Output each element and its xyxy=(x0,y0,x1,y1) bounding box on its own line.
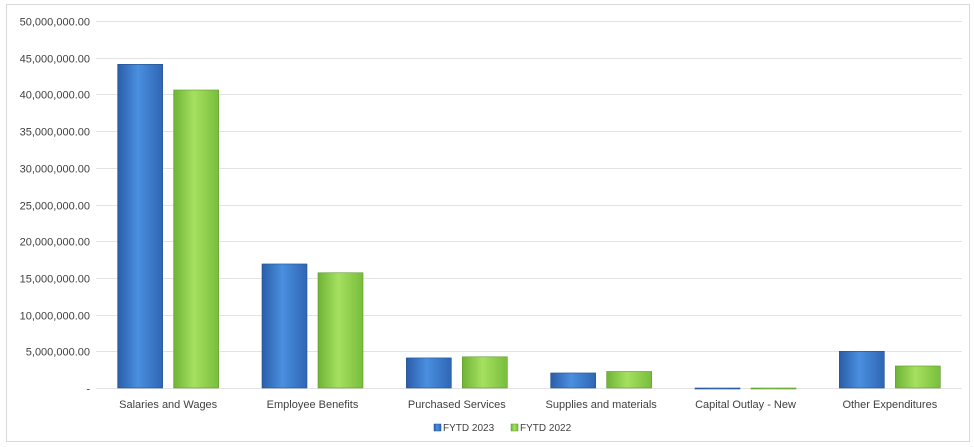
bar-fytd-2022 xyxy=(317,272,364,389)
x-category-label: Other Expenditures xyxy=(842,399,937,411)
y-tick-label: 35,000,000.00 xyxy=(20,127,90,139)
y-tick-label: 20,000,000.00 xyxy=(20,237,90,249)
legend: FYTD 2023 FYTD 2022 xyxy=(433,423,572,434)
bar-fytd-2023 xyxy=(694,387,741,390)
bar-fytd-2022 xyxy=(606,371,652,389)
y-tick-label: 40,000,000.00 xyxy=(20,90,90,102)
y-tick-label: 10,000,000.00 xyxy=(20,311,90,323)
bar-fytd-2023 xyxy=(406,357,452,389)
bar-fytd-2022 xyxy=(173,89,219,389)
x-category-label: Salaries and Wages xyxy=(119,399,218,411)
bar-fytd-2022 xyxy=(462,356,508,389)
gridlines xyxy=(96,21,962,389)
y-tick-label: 5,000,000.00 xyxy=(26,347,90,359)
x-category-label: Purchased Services xyxy=(408,399,506,411)
y-tick-label: 50,000,000.00 xyxy=(20,17,90,29)
legend-swatch xyxy=(510,423,519,432)
x-category-label: Supplies and materials xyxy=(546,399,658,411)
legend-label: FYTD 2023 xyxy=(443,423,495,434)
x-category-label: Capital Outlay - New xyxy=(695,399,796,411)
bar-fytd-2023 xyxy=(550,372,596,389)
bar-fytd-2022 xyxy=(750,387,797,390)
bar-fytd-2023 xyxy=(839,350,885,389)
x-category-label: Employee Benefits xyxy=(267,399,359,411)
y-tick-label: 15,000,000.00 xyxy=(20,274,90,286)
bar-fytd-2023 xyxy=(261,263,308,389)
legend-swatch xyxy=(433,423,442,432)
bars xyxy=(117,64,941,390)
y-tick-label: - xyxy=(86,384,90,396)
legend-label: FYTD 2022 xyxy=(520,423,572,434)
y-tick-label: 45,000,000.00 xyxy=(20,54,90,66)
bar-fytd-2023 xyxy=(117,64,163,389)
x-axis-category-labels: Salaries and Wages Employee Benefits Purch… xyxy=(119,399,938,411)
bar-fytd-2022 xyxy=(895,365,941,389)
y-tick-label: 30,000,000.00 xyxy=(20,164,90,176)
y-tick-label: 25,000,000.00 xyxy=(20,201,90,213)
y-axis-tick-labels: - 5,000,000.00 10,000,000.00 15,000,000.00 2… xyxy=(20,17,91,396)
